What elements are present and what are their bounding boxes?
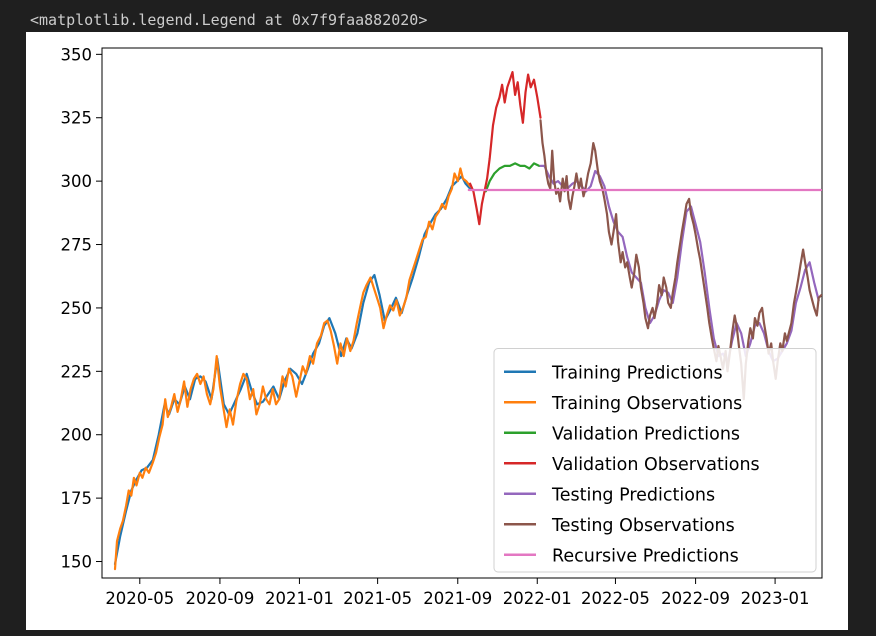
series-line-testing-predictions [539,164,820,365]
y-tick-label: 350 [61,45,93,64]
legend-label: Testing Predictions [551,485,715,505]
legend: Training Predictions Training Observation… [493,348,817,573]
y-tick-label: 175 [61,489,93,508]
x-tick-label: 2022-09 [661,589,730,608]
y-tick-label: 250 [61,299,93,318]
legend-label: Testing Observations [551,516,735,536]
x-tick-label: 2020-05 [105,589,174,608]
series-line-training-predictions [113,175,472,566]
output-text: <matplotlib.legend.Legend at 0x7f9faa882… [30,11,428,29]
x-tick-label: 2023-01 [741,589,810,608]
series-line-training-observations [113,167,472,571]
y-tick-label: 325 [61,109,93,128]
y-tick-label: 275 [61,236,93,255]
x-tick-label: 2022-05 [581,589,650,608]
y-tick-label: 200 [61,426,93,445]
y-tick-label: 150 [61,553,93,572]
plot-frame [101,47,823,579]
chart-panel: 150 175 200 225 250 275 300 325 350 2020-05 2020-0… [26,32,848,630]
legend-label: Validation Predictions [552,424,740,444]
x-tick-label: 2022-01 [503,589,572,608]
legend-label: Training Observations [551,394,742,414]
x-tick-label: 2021-01 [265,589,334,608]
legend-label: Validation Observations [552,455,760,475]
y-tick-label: 225 [61,362,93,381]
series-line-validation-predictions [484,162,541,193]
legend-label: Recursive Predictions [552,546,739,566]
axes: 150 175 200 225 250 275 300 325 350 2020-05 2020-0… [61,45,823,608]
x-tick-label: 2021-09 [423,589,492,608]
legend-label: Training Predictions [551,363,723,383]
legend-box [493,348,817,573]
y-tick-label: 300 [61,172,93,191]
line-chart: 150 175 200 225 250 275 300 325 350 2020-05 2020-0… [61,45,823,608]
series-line-validation-observations [469,71,542,226]
x-tick-label: 2020-09 [185,589,254,608]
x-tick-label: 2021-05 [343,589,412,608]
